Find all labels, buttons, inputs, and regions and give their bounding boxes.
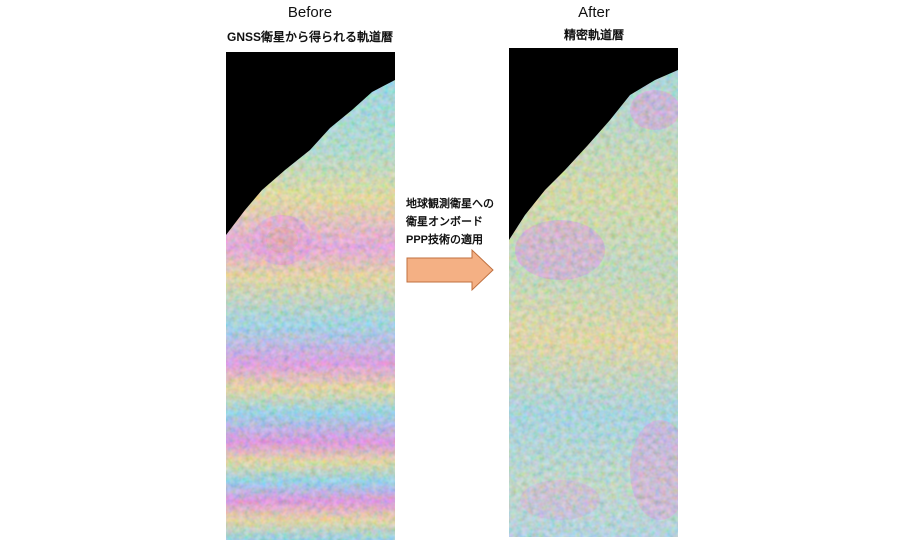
after-subtitle: 精密軌道暦	[564, 27, 624, 42]
arrow-text: 地球観測衛星への	[406, 196, 494, 210]
arrow-text: 衛星オンボード	[405, 214, 483, 228]
after-image	[509, 48, 678, 537]
arrow	[406, 248, 494, 292]
arrow-text: PPP技術の適用	[406, 232, 483, 246]
before-subtitle: GNSS衛星から得られる軌道暦	[227, 29, 393, 44]
before-image	[226, 52, 395, 540]
after-title: After	[578, 4, 610, 21]
before-title: Before	[288, 4, 332, 21]
